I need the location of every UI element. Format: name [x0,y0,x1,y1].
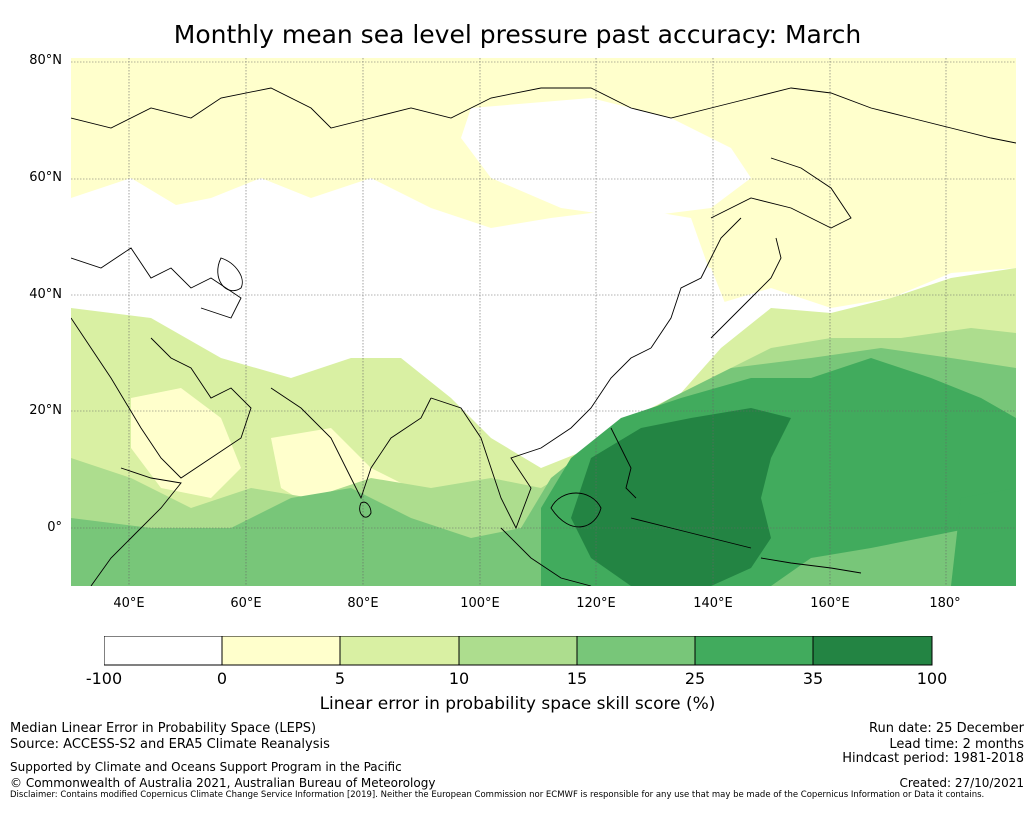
colorbar-bin-10-15 [458,636,578,666]
lon-label-180: 180° [929,596,961,611]
colorbar-tick-label: 35 [802,669,824,688]
skill-region-25-35-east [951,488,1016,586]
skill-region-neg-siberia [461,98,751,218]
colorbar-tick-label: 0 [216,669,228,688]
lon-label-160e: 160°E [810,596,850,611]
colorbar-bin-25-35 [694,636,814,666]
lat-label-80n: 80°N [29,53,62,68]
footer-hindcast: Hindcast period: 1981-2018 [842,751,1024,766]
lon-label-140e: 140°E [693,596,733,611]
lat-label-40n: 40°N [29,287,62,302]
colorbar-tick-label: 100 [916,669,948,688]
colorbar-bin-5-10 [339,636,460,666]
coastlines [71,87,1016,586]
footer-lead-time: Lead time: 2 months [889,737,1024,752]
colorbar-bin-35-100 [812,636,933,666]
footer-metric: Median Linear Error in Probability Space… [10,721,317,736]
skill-region-35-100 [571,408,791,586]
lon-label-80e: 80°E [347,596,379,611]
footer-source: Source: ACCESS-S2 and ERA5 Climate Reana… [10,737,330,752]
colorbar-tick-label: -100 [85,669,123,688]
lat-label-0: 0° [47,520,62,535]
footer-support: Supported by Climate and Oceans Support … [10,760,402,774]
chart-title: Monthly mean sea level pressure past acc… [173,20,862,49]
skill-region-0-5-arabia [131,388,241,498]
colorbar-tick-label: 25 [684,669,706,688]
footer-created: Created: 27/10/2021 [899,776,1024,790]
lat-label-60n: 60°N [29,170,62,185]
footer-copyright: © Commonwealth of Australia 2021, Austra… [10,776,436,790]
colorbar-bin-0-5 [221,636,341,666]
lat-label-20n: 20°N [29,403,62,418]
colorbar-tick-label: 5 [334,669,346,688]
colorbar-tick-label: 15 [566,669,588,688]
footer-run-date: Run date: 25 December [869,721,1024,736]
graticule [71,58,1016,586]
lon-label-60e: 60°E [230,596,262,611]
footer-disclaimer: Disclaimer: Contains modified Copernicus… [10,790,985,800]
colorbar-bin-neg100-0 [104,636,223,666]
colorbar-tick-label: 10 [448,669,470,688]
skill-region-neg-europe [71,178,321,318]
colorbar-bin-15-25 [576,636,696,666]
skill-score-map [71,58,1016,586]
lon-label-40e: 40°E [113,596,145,611]
lon-label-100e: 100°E [460,596,500,611]
lon-label-120e: 120°E [576,596,616,611]
colorbar-label: Linear error in probability space skill … [319,694,716,714]
colorbar [104,636,933,666]
